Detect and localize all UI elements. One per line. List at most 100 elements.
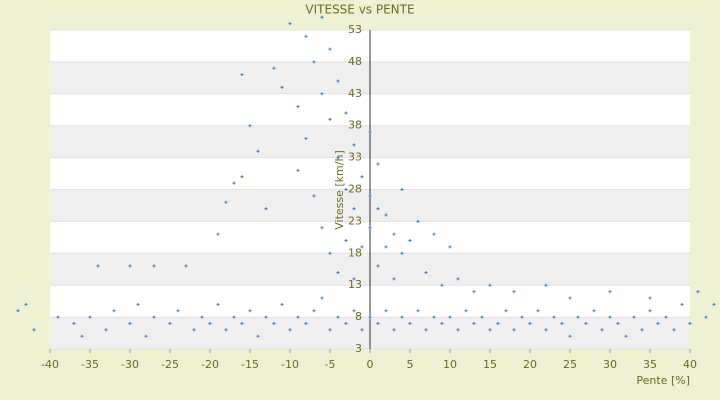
point	[528, 321, 532, 325]
point	[576, 315, 580, 319]
point	[176, 309, 180, 313]
point	[400, 315, 404, 319]
x-tick-label: -35	[81, 358, 99, 371]
point	[240, 321, 244, 325]
point	[648, 309, 652, 313]
point	[208, 321, 212, 325]
point	[352, 277, 356, 281]
point	[336, 270, 340, 274]
point	[304, 136, 308, 140]
x-tick-label: 35	[643, 358, 657, 371]
point	[440, 321, 444, 325]
point	[280, 302, 284, 306]
point	[328, 117, 332, 121]
point	[392, 232, 396, 236]
point	[152, 315, 156, 319]
point	[248, 124, 252, 128]
point	[448, 315, 452, 319]
point	[672, 328, 676, 332]
y-axis-label: Vitesse [km/h]	[333, 150, 346, 230]
x-tick-label: 25	[563, 358, 577, 371]
point	[336, 315, 340, 319]
point	[352, 143, 356, 147]
x-tick-label: -10	[281, 358, 299, 371]
point	[224, 200, 228, 204]
point	[272, 66, 276, 70]
x-tick-label: -5	[325, 358, 336, 371]
point	[216, 232, 220, 236]
point	[600, 328, 604, 332]
point	[368, 226, 372, 230]
point	[696, 290, 700, 294]
point	[712, 302, 716, 306]
point	[544, 328, 548, 332]
point	[280, 85, 284, 89]
point	[24, 302, 28, 306]
point	[360, 175, 364, 179]
point	[320, 92, 324, 96]
point	[256, 334, 260, 338]
point	[400, 251, 404, 255]
y-tick-label: 48	[348, 55, 362, 68]
point	[448, 245, 452, 249]
point	[184, 264, 188, 268]
x-tick-label: 10	[443, 358, 457, 371]
point	[376, 162, 380, 166]
y-tick-label: 23	[348, 214, 362, 227]
x-tick-label: -25	[161, 358, 179, 371]
point	[200, 315, 204, 319]
point	[112, 309, 116, 313]
point	[432, 232, 436, 236]
y-tick-label: 3	[355, 342, 362, 355]
point	[344, 239, 348, 243]
point	[96, 264, 100, 268]
point	[320, 15, 324, 19]
point	[440, 283, 444, 287]
point	[352, 207, 356, 211]
y-tick-label: 28	[348, 183, 362, 196]
point	[648, 296, 652, 300]
y-tick-label: 8	[355, 310, 362, 323]
x-tick-label: 30	[603, 358, 617, 371]
point	[592, 309, 596, 313]
point	[320, 226, 324, 230]
point	[328, 328, 332, 332]
x-tick-label: 15	[483, 358, 497, 371]
point	[488, 283, 492, 287]
point	[520, 315, 524, 319]
point	[568, 334, 572, 338]
y-tick-label: 13	[348, 278, 362, 291]
point	[664, 315, 668, 319]
point	[344, 188, 348, 191]
point	[304, 321, 308, 325]
point	[224, 328, 228, 332]
point	[168, 321, 172, 325]
point	[496, 321, 500, 325]
point	[392, 328, 396, 332]
point	[192, 328, 196, 332]
point	[328, 251, 332, 255]
point	[456, 277, 460, 281]
point	[552, 315, 556, 319]
point	[704, 315, 708, 319]
point	[296, 105, 300, 109]
point	[72, 321, 76, 325]
point	[320, 296, 324, 300]
point	[232, 181, 236, 185]
point	[416, 219, 420, 223]
point	[456, 328, 460, 332]
point	[16, 309, 20, 313]
point	[472, 290, 476, 294]
point	[328, 47, 332, 51]
point	[512, 328, 516, 332]
point	[312, 60, 316, 64]
point	[240, 73, 244, 77]
x-tick-label: 0	[367, 358, 374, 371]
y-tick-label: 38	[348, 119, 362, 132]
point	[608, 290, 612, 294]
point	[536, 309, 540, 313]
point	[232, 315, 236, 319]
x-tick-label: 20	[523, 358, 537, 371]
